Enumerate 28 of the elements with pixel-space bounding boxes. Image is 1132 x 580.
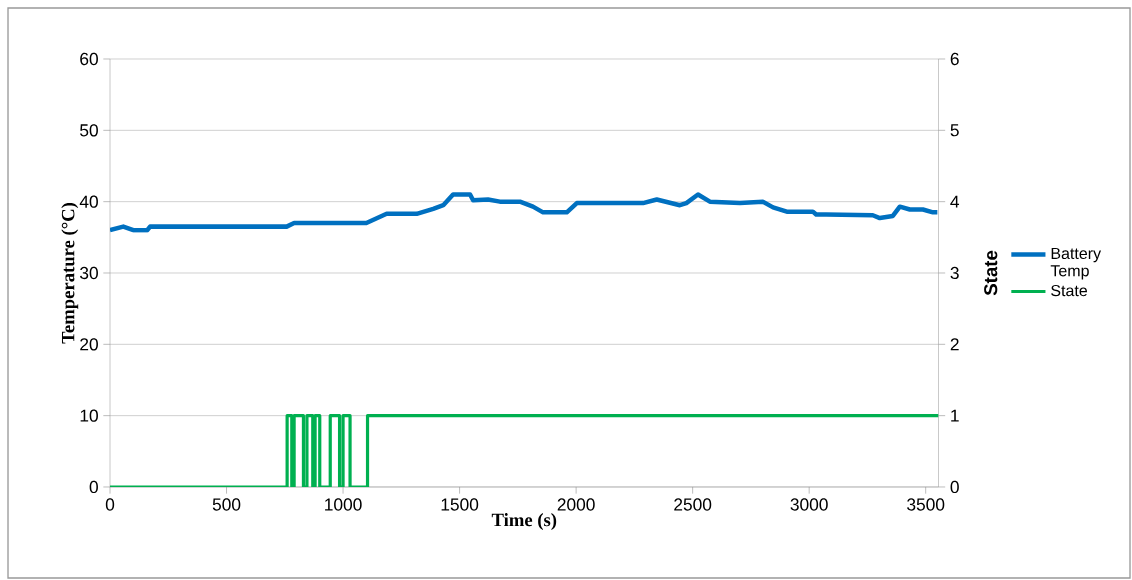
y-tick-label: 50 <box>80 124 98 137</box>
y2-tick-label: 0 <box>950 480 959 494</box>
y2-axis-title: State <box>984 250 998 296</box>
x-tick-label: 500 <box>212 498 241 511</box>
x-tick-label: 2500 <box>674 498 712 511</box>
x-axis-title: Time (s) <box>491 513 557 531</box>
y2-tick-label: 1 <box>951 409 959 422</box>
y2-tick-label: 6 <box>950 52 959 66</box>
x-tick-label: 3000 <box>790 498 828 511</box>
x-tick-label: 2000 <box>557 498 595 511</box>
y-axis-title: Temperature (°C) <box>61 202 79 344</box>
y2-tick-label: 4 <box>950 195 960 208</box>
legend-label: Battery Temp <box>1050 247 1102 280</box>
line-series <box>110 192 939 233</box>
x-tick-label: 1000 <box>325 498 362 511</box>
y-tick-label: 60 <box>80 52 98 66</box>
x-tick-label: 1500 <box>441 498 479 511</box>
y-tick-label: 10 <box>80 409 98 422</box>
x-tick-label: 3500 <box>907 498 945 511</box>
legend-label: State <box>1051 284 1088 297</box>
y-tick-label: 40 <box>79 195 98 208</box>
y2-tick-label: 5 <box>950 124 959 137</box>
y-tick-label: 20 <box>80 338 98 351</box>
y-tick-label: 30 <box>80 266 98 280</box>
y-tick-label: 0 <box>89 480 98 494</box>
y2-tick-label: 3 <box>950 266 959 280</box>
y2-tick-label: 2 <box>950 338 959 351</box>
x-tick-label: 0 <box>105 498 115 511</box>
